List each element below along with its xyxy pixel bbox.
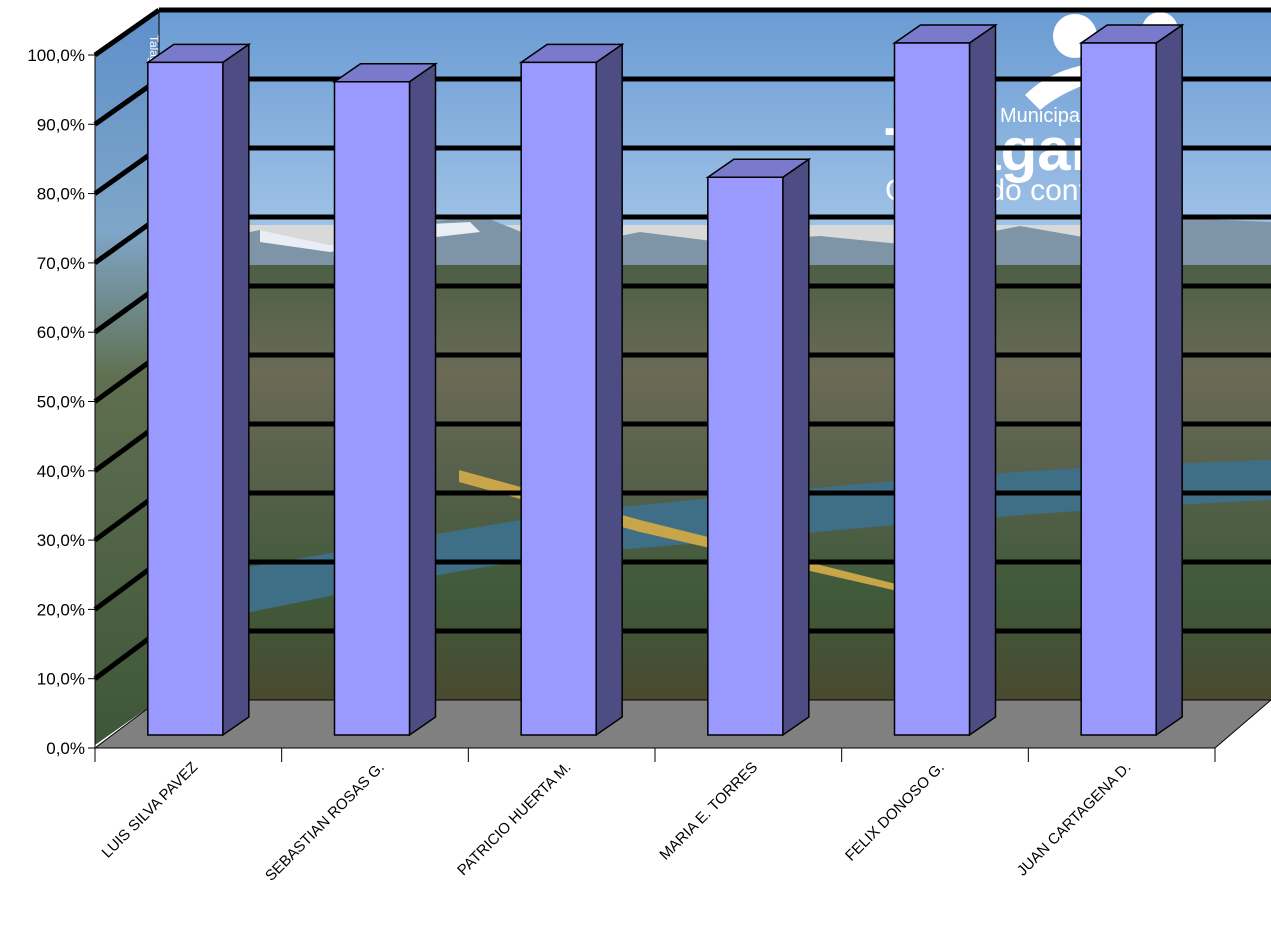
bar xyxy=(892,23,998,737)
bar-side xyxy=(782,157,810,737)
bar-front xyxy=(707,176,784,736)
bar xyxy=(518,42,625,737)
y-tick-label: 90,0% xyxy=(37,115,85,134)
x-tick-labels: LUIS SILVA PAVEZ SEBASTIAN ROSAS G. PATRIC… xyxy=(99,759,1135,885)
y-tick-labels: 0,0% 10,0% 20,0% 30,0% 40,0% 50,0% 60,0% 70,0% 8… xyxy=(27,46,85,758)
x-tick-label: JUAN CARTAGENA D. xyxy=(1014,759,1135,880)
x-tick-label: PATRICIO HUERTA M. xyxy=(454,759,574,879)
bar-front xyxy=(1080,42,1157,736)
x-tick-label: FELIX DONOSO G. xyxy=(842,759,948,865)
bar-side xyxy=(222,42,250,737)
bar-side xyxy=(1155,23,1183,737)
bar-side xyxy=(595,42,623,737)
x-axis xyxy=(94,747,1216,762)
y-tick-label: 40,0% xyxy=(37,462,85,481)
bar-front xyxy=(333,81,411,736)
x-tick-label: LUIS SILVA PAVEZ xyxy=(99,759,202,862)
bar-front xyxy=(147,61,224,736)
x-tick-label: MARIA E. TORRES xyxy=(656,759,761,864)
y-tick-label: 60,0% xyxy=(37,323,85,342)
y-tick-label: 50,0% xyxy=(37,393,85,412)
y-tick-label: 70,0% xyxy=(37,254,85,273)
y-tick-label: 30,0% xyxy=(37,531,85,550)
bar xyxy=(145,42,252,737)
bar xyxy=(332,62,438,737)
y-axis xyxy=(88,54,96,749)
y-tick-label: 100,0% xyxy=(27,46,85,65)
y-tick-label: 80,0% xyxy=(37,185,85,204)
bar-front xyxy=(893,42,971,736)
bar xyxy=(1078,23,1185,737)
x-tick-label: SEBASTIAN ROSAS G. xyxy=(262,759,388,885)
bars xyxy=(145,23,1185,737)
gridline-side xyxy=(93,7,161,58)
bar-side xyxy=(408,62,437,737)
y-tick-label: 20,0% xyxy=(37,600,85,619)
y-tick-label: 10,0% xyxy=(37,670,85,689)
bar-front xyxy=(520,61,597,736)
bar xyxy=(705,157,812,737)
y-tick-label: 0,0% xyxy=(46,739,85,758)
bar-side xyxy=(968,23,997,737)
